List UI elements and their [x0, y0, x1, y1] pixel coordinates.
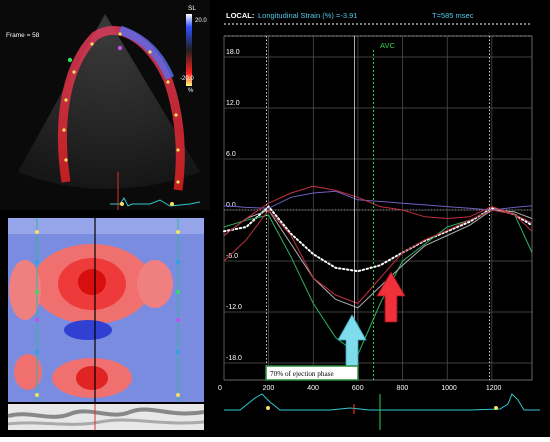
blue-up-arrow-icon	[337, 314, 367, 367]
x-tick-label: 800	[397, 385, 409, 392]
ejection-phase-annotation: 70% of ejection phase	[265, 365, 359, 381]
scale-max-label: 20.0	[195, 18, 207, 24]
chart-markers	[266, 36, 490, 380]
strain-heatmap-panel	[7, 218, 205, 430]
x-tick-label: 200	[263, 385, 275, 392]
y-tick-label: 6.0	[226, 151, 236, 158]
ecg-marker-left	[120, 202, 124, 206]
red-up-arrow-icon	[376, 271, 406, 323]
tracking-point-purple	[117, 45, 123, 51]
echo-panel: Frame = 58 SL 20.0 -20.0 %	[0, 0, 210, 210]
time-label: T=585 msec	[432, 11, 474, 20]
series-line-4	[223, 190, 533, 211]
y-tick-label: 0.0	[226, 202, 236, 209]
y-tick-label: -18.0	[226, 355, 242, 362]
strain-curve-chart: 18.0 12.0 6.0 0.0 -6.0 -12.0 -18.0 0 200 400 600 8…	[218, 35, 533, 392]
series-line-5	[223, 185, 533, 236]
avc-label: AVC	[380, 41, 395, 50]
y-tick-label: -6.0	[226, 253, 238, 260]
x-axis-ticks: 0 200 400 600 800 1000 1200	[218, 385, 502, 392]
y-tick-label: -12.0	[226, 304, 242, 311]
ecg-marker-end	[494, 406, 498, 410]
x-tick-label: 400	[307, 385, 319, 392]
x-tick-label: 0	[218, 385, 222, 392]
chart-series	[223, 185, 533, 356]
series-line-6	[223, 209, 533, 305]
mode-label: LOCAL:	[226, 11, 254, 20]
series-line-1	[223, 205, 533, 273]
header-bar: LOCAL: Longitudinal Strain (%) =-3.91 T=…	[224, 11, 532, 37]
scale-min-label: -20.0	[180, 76, 194, 82]
ecg-marker-right	[170, 202, 174, 206]
series-line-2	[223, 209, 533, 356]
x-tick-label: 1000	[441, 385, 457, 392]
frame-label: Frame = 58	[6, 32, 40, 39]
x-tick-label: 1200	[486, 385, 502, 392]
ecg-marker-start	[266, 406, 270, 410]
tracking-points	[62, 32, 180, 184]
y-tick-label: 18.0	[226, 49, 240, 56]
y-tick-label: 12.0	[226, 100, 240, 107]
strain-measure-label: Longitudinal Strain (%) =-3.91	[258, 11, 357, 20]
echo-ecg-trace	[110, 197, 201, 207]
y-axis-ticks: 18.0 12.0 6.0 0.0 -6.0 -12.0 -18.0	[226, 49, 242, 362]
ecg-panel	[224, 393, 540, 430]
scale-title: SL	[188, 5, 196, 12]
tracking-point-green	[67, 57, 73, 63]
ejection-phase-label: 70% of ejection phase	[270, 370, 334, 378]
x-tick-label: 600	[352, 385, 364, 392]
ecg-trace	[224, 393, 540, 411]
strain-color-scale: SL 20.0 -20.0 %	[180, 5, 207, 94]
series-line-3	[223, 209, 533, 309]
scale-unit-label: %	[188, 88, 194, 94]
